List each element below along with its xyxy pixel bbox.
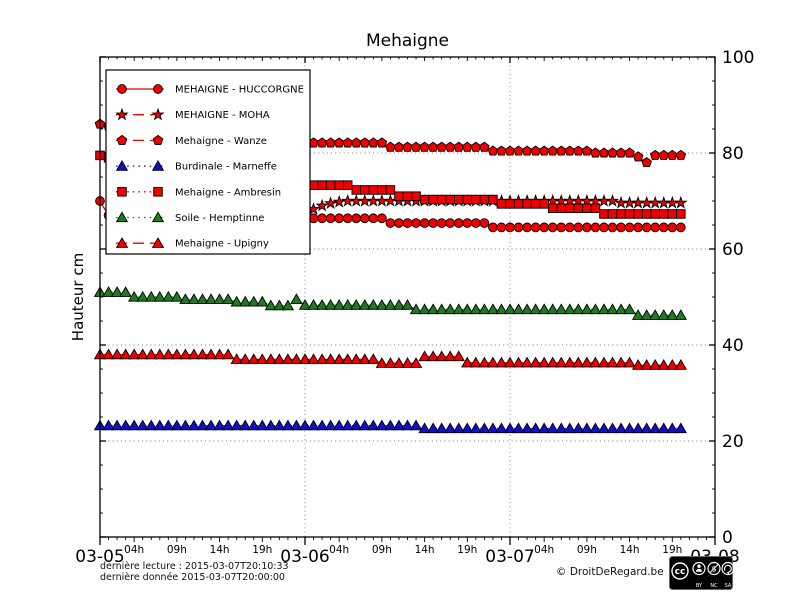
svg-text:100: 100 — [722, 48, 754, 68]
svg-text:14h: 14h — [620, 544, 640, 556]
legend: MEHAIGNE - HUCCORGNE MEHAIGNE - MOHA Mehai… — [105, 69, 311, 255]
last-data-text: dernière donnée 2015-03-07T20:00:00 — [100, 571, 285, 583]
legend-entry: Mehaigne - Ambresin — [116, 187, 281, 198]
sa-arrow-icon — [721, 561, 733, 576]
legend-entry: MEHAIGNE - MOHA — [115, 107, 270, 121]
series-mehaigne-upigny — [93, 348, 688, 370]
svg-text:0: 0 — [722, 528, 733, 548]
series-soile-hemptinne — [93, 286, 688, 320]
svg-text:19h: 19h — [662, 544, 682, 556]
y-axis-labels: 0 20 40 60 80 100 — [722, 48, 754, 548]
svg-text:09h: 09h — [167, 544, 187, 556]
svg-text:03-06: 03-06 — [280, 547, 329, 567]
svg-text:60: 60 — [722, 240, 744, 260]
svg-text:Mehaigne - Upigny: Mehaigne - Upigny — [175, 239, 269, 250]
series-burdinale-marneffe — [93, 419, 688, 434]
nc-dollar-icon: $ — [707, 561, 721, 576]
svg-text:19h: 19h — [457, 544, 477, 556]
svg-text:04h: 04h — [124, 544, 144, 556]
last-reading-text: dernière lecture : 2015-03-07T20:10:33 — [100, 561, 289, 572]
svg-text:20: 20 — [722, 432, 744, 452]
svg-text:cc: cc — [675, 567, 686, 577]
svg-text:Mehaigne - Ambresin: Mehaigne - Ambresin — [175, 187, 281, 198]
cc-license-badge[interactable]: cc $ BY NC SA — [669, 556, 733, 592]
svg-text:Mehaigne - Wanze: Mehaigne - Wanze — [175, 136, 267, 147]
svg-text:03-07: 03-07 — [485, 547, 534, 567]
svg-text:Soile - Hemptinne: Soile - Hemptinne — [175, 213, 264, 224]
svg-text:09h: 09h — [577, 544, 597, 556]
legend-entry: Mehaigne - Upigny — [115, 237, 269, 250]
cc-icon: cc — [671, 562, 689, 580]
chart-title: Mehaigne — [365, 31, 450, 51]
legend-entry: Soile - Hemptinne — [115, 211, 264, 224]
sa-label: SA — [725, 583, 732, 589]
legend-entry: Burdinale - Marneffe — [115, 159, 277, 173]
svg-text:19h: 19h — [252, 544, 272, 556]
svg-text:04h: 04h — [329, 544, 349, 556]
svg-text:Burdinale - Marneffe: Burdinale - Marneffe — [175, 162, 277, 173]
svg-text:03-05: 03-05 — [75, 547, 124, 567]
nc-label: NC — [710, 583, 718, 589]
svg-text:80: 80 — [722, 144, 744, 164]
footer-info: dernière lecture : 2015-03-07T20:10:33 d… — [100, 561, 289, 583]
by-label: BY — [696, 583, 703, 589]
svg-text:MEHAIGNE - HUCCORGNE: MEHAIGNE - HUCCORGNE — [175, 85, 304, 96]
plot-frame — [99, 56, 716, 538]
legend-entry: MEHAIGNE - HUCCORGNE — [116, 84, 304, 96]
svg-text:14h: 14h — [415, 544, 435, 556]
legend-entry: Mehaigne - Wanze — [116, 134, 267, 147]
svg-text:14h: 14h — [210, 544, 230, 556]
copyright-text: © DroitDeRegard.be — [556, 566, 664, 578]
by-person-icon — [692, 561, 706, 576]
svg-text:09h: 09h — [372, 544, 392, 556]
svg-text:MEHAIGNE - MOHA: MEHAIGNE - MOHA — [175, 110, 270, 121]
svg-text:40: 40 — [722, 336, 744, 356]
svg-text:04h: 04h — [534, 544, 554, 556]
